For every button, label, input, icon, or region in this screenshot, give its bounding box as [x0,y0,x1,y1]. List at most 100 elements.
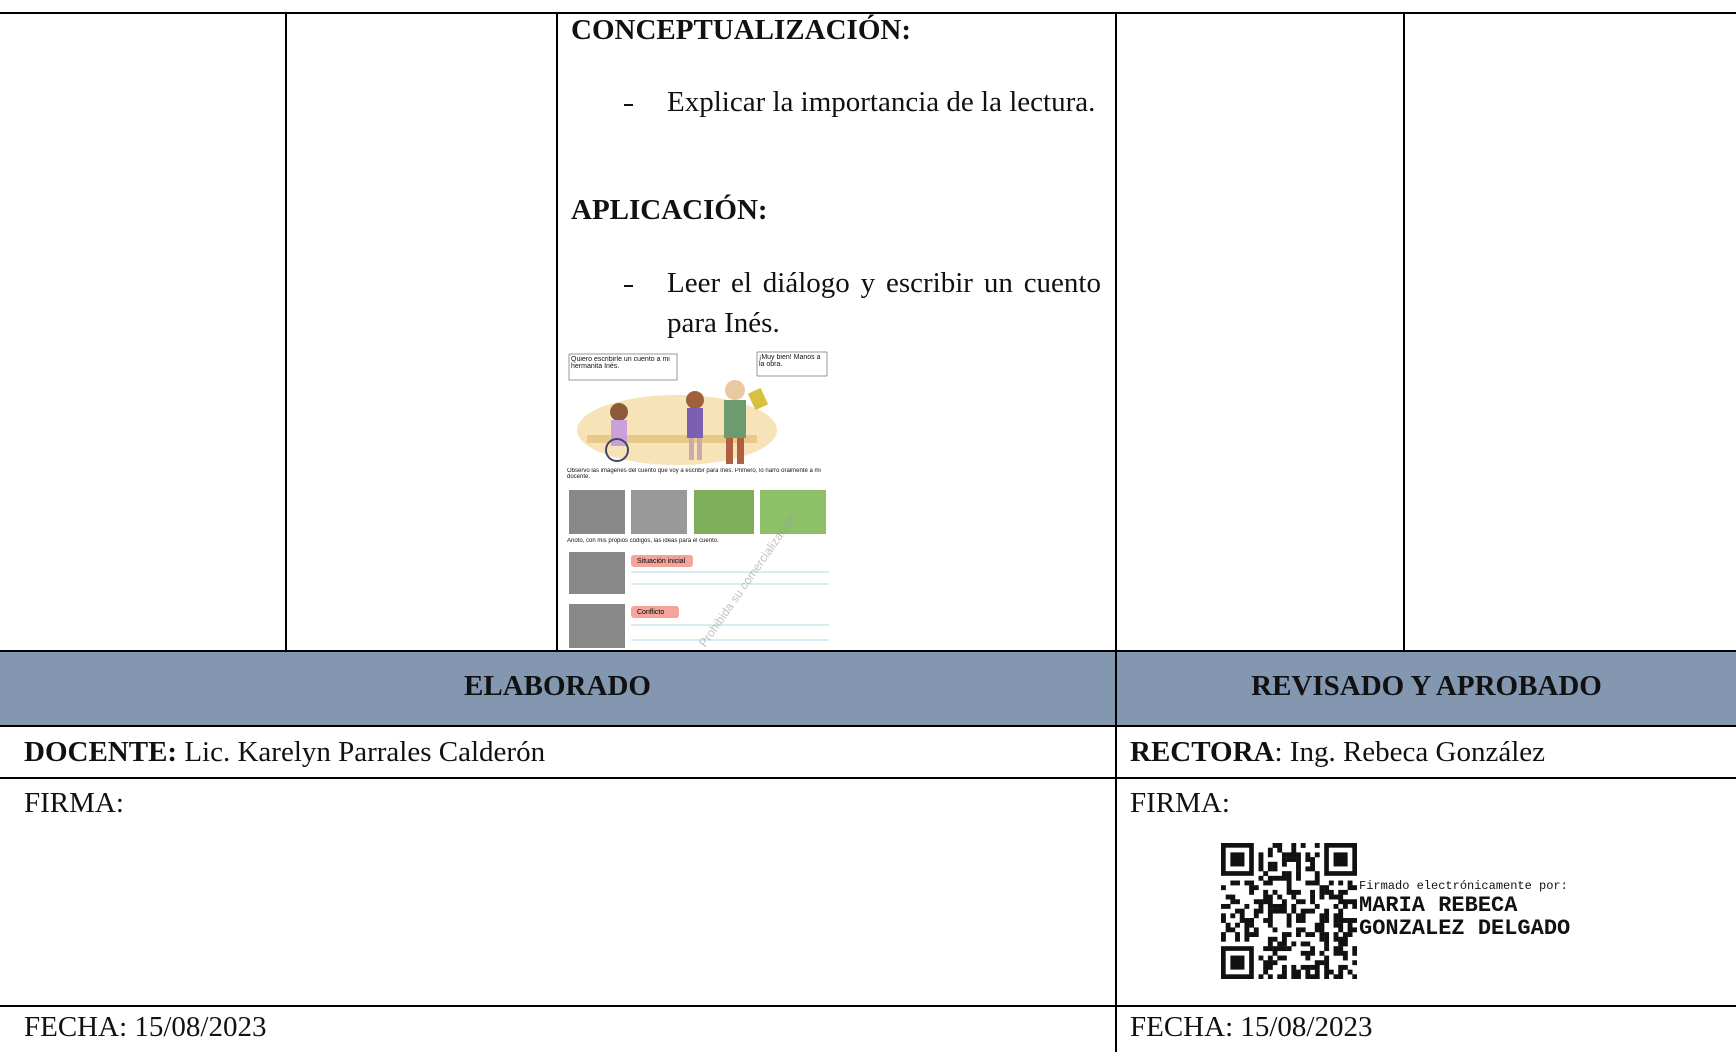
qr-module [1296,875,1301,881]
qr-module [1263,946,1269,952]
qr-module [1281,871,1287,877]
qr-module [1352,960,1357,966]
role-line: DOCENTE: Lic. Karelyn Parrales Calderón [24,736,546,768]
qr-module [1267,903,1273,909]
qr-module [1281,955,1287,961]
qr-module [1338,899,1344,905]
qr-module [1324,889,1330,895]
qr-module [1338,918,1344,923]
qr-module [1310,880,1315,886]
date: FECHA: 15/08/2023 [24,1011,267,1043]
qr-module [1267,861,1273,867]
qr-module [1305,974,1311,979]
qr-module [1267,946,1273,952]
column-header: REVISADO Y APROBADO [1251,670,1602,702]
qr-module [1272,960,1278,966]
qr-module [1286,885,1292,891]
qr-module [1230,852,1245,867]
qr-module [1352,918,1357,923]
qr-module [1244,903,1250,909]
section-heading: APLICACIÓN: [571,194,768,226]
qr-module [1338,908,1344,914]
qr-module [1277,875,1283,881]
qr-module [1305,950,1311,956]
qr-module [1291,941,1297,947]
qr-module [1347,927,1353,933]
qr-module [1230,927,1236,933]
qr-module [1314,852,1320,858]
qr-module [1296,861,1301,867]
qr-module [1314,960,1320,966]
qr-module [1347,922,1353,928]
illustration: Quiero escribirle un cuento a mi hermani… [567,350,829,650]
border [1115,12,1117,1052]
qr-module [1296,852,1301,858]
qr-module [1235,880,1240,886]
qr-module [1258,875,1264,881]
qr-module [1324,918,1330,923]
qr-module [1244,936,1250,942]
qr-module [1258,955,1264,961]
qr-module [1314,927,1320,933]
qr-module [1263,960,1269,966]
qr-module [1286,913,1292,919]
signer-name: MARIA REBECA [1359,893,1518,918]
qr-module [1272,950,1278,956]
qr-module [1333,974,1339,979]
qr-module [1333,913,1339,919]
qr-module [1263,899,1269,905]
qr-module [1310,950,1315,956]
border [1403,12,1405,651]
qr-module [1352,927,1357,933]
qr-module [1333,918,1339,923]
qr-module [1253,927,1259,933]
qr-module [1291,903,1297,909]
border [556,12,558,651]
qr-module [1300,927,1306,933]
qr-module [1310,866,1315,872]
qr-module [1324,913,1330,919]
qr-module [1258,974,1264,979]
qr-module [1296,913,1301,919]
qr-module [1281,861,1287,867]
qr-module [1347,918,1353,923]
qr-module [1267,974,1273,979]
qr-module [1244,918,1250,923]
qr-module [1310,899,1315,905]
qr-module [1328,969,1334,975]
qr-module [1286,857,1292,862]
qr-module [1286,946,1292,952]
qr-module [1253,913,1259,919]
qr-module [1319,932,1325,937]
qr-module [1291,857,1297,862]
qr-module [1258,861,1264,867]
qr-module [1272,875,1278,881]
qr-module [1249,880,1255,886]
qr-module [1281,969,1287,975]
qr-module [1286,871,1292,877]
qr-module [1286,918,1292,923]
qr-module [1244,932,1250,937]
qr-module [1244,927,1250,933]
qr-module [1277,894,1283,900]
qr-module [1342,918,1348,923]
qr-module [1333,894,1339,900]
qr-module [1314,880,1320,886]
qr-module [1347,880,1353,886]
qr-module [1319,927,1325,933]
qr-module [1328,889,1334,895]
qr-module [1267,880,1273,886]
qr-module [1272,927,1278,933]
qr-module [1235,922,1240,928]
qr-module [1333,932,1339,937]
qr-module [1253,932,1259,937]
qr-module [1221,885,1226,891]
qr-module [1272,936,1278,942]
qr-module [1249,885,1255,891]
qr-module [1281,903,1287,909]
qr-module [1225,927,1231,933]
qr-module [1314,974,1320,979]
qr-module [1338,950,1344,956]
qr-module [1291,894,1297,900]
